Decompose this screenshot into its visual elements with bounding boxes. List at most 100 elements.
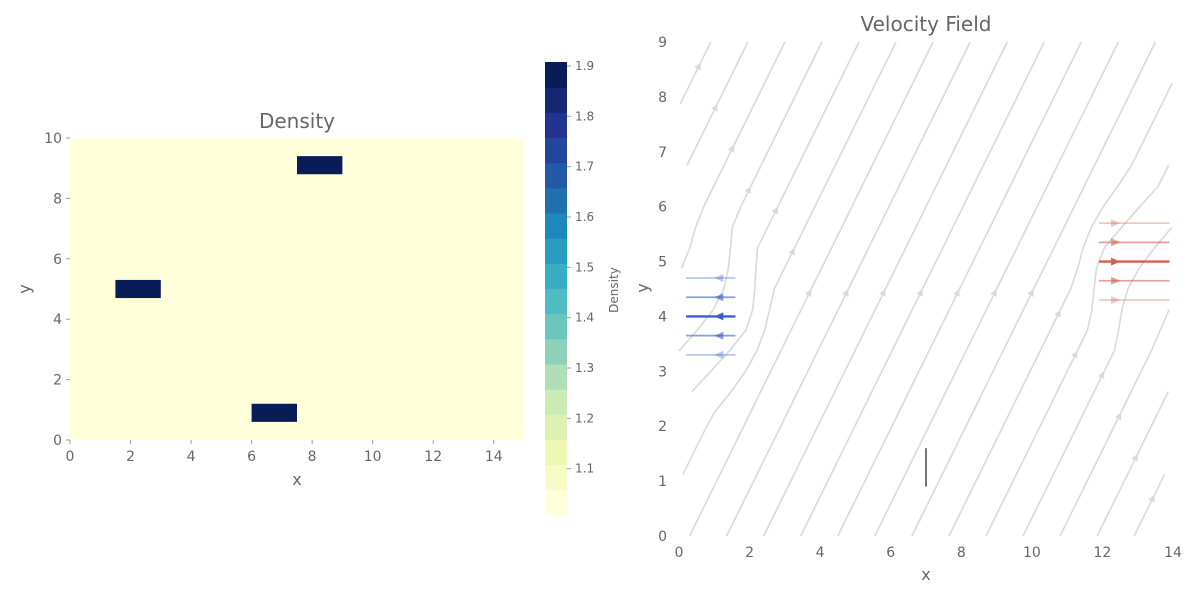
colorbar-band	[545, 213, 567, 239]
velocity-yticks: 0 1 2 3 4 5 6 7 8 9	[658, 35, 667, 545]
background-stream-arrow	[1027, 289, 1034, 297]
colorbar-band	[545, 489, 567, 516]
background-streamline	[682, 41, 897, 475]
colorbar-band	[545, 464, 567, 491]
density-block-3	[297, 156, 343, 175]
colorbar-band	[545, 187, 567, 214]
velocity-ytick-label: 9	[658, 35, 667, 51]
velocity-ytick-label: 2	[658, 419, 667, 435]
background-stream-arrow	[1148, 494, 1155, 503]
background-streamline	[799, 41, 1045, 537]
jet-right-arrow	[1111, 276, 1121, 285]
background-streamline	[762, 41, 1008, 537]
background-stream-arrow	[711, 103, 718, 112]
colorbar-bands	[545, 62, 567, 516]
colorbar-band	[545, 263, 567, 289]
background-streamline	[678, 41, 823, 352]
velocity-title: Velocity Field	[861, 12, 992, 36]
density-xticks: 0 2 4 6 8 10 12 14	[66, 440, 503, 465]
velocity-xtick-label: 0	[675, 545, 684, 561]
background-stream-arrow	[788, 247, 795, 256]
colorbar-band	[545, 288, 567, 315]
colorbar-tick-label: 1.9	[575, 59, 594, 73]
colorbar-label: Density	[607, 267, 621, 313]
density-xlabel: x	[292, 470, 301, 489]
colorbar-band	[545, 364, 567, 390]
density-xtick-label: 12	[424, 449, 442, 465]
background-stream-arrow	[1071, 350, 1078, 359]
jet-right-arrow	[1111, 257, 1121, 266]
jet-right-arrow	[1111, 238, 1121, 247]
background-stream-arrow	[916, 289, 923, 297]
velocity-xtick-label: 10	[1023, 545, 1041, 561]
colorbar-band	[545, 112, 567, 138]
velocity-ytick-label: 0	[658, 529, 667, 545]
background-stream-arrow	[727, 144, 735, 153]
jet-left-arrow	[714, 312, 724, 321]
density-ytick-label: 2	[53, 373, 62, 389]
density-block-1	[115, 279, 161, 299]
background-stream-arrow	[1114, 412, 1122, 421]
background-streamline	[1022, 226, 1173, 537]
density-ytick-label: 0	[53, 433, 62, 449]
velocity-ytick-label: 6	[658, 200, 667, 216]
density-ytick-label: 8	[53, 191, 62, 207]
background-streamline	[837, 41, 1083, 537]
background-streamline	[1133, 473, 1166, 537]
background-streamline	[725, 41, 971, 537]
background-stream-arrow	[879, 289, 886, 297]
background-stream-arrow	[805, 289, 812, 297]
velocity-xticks: 0 2 4 6 8 10 12 14	[675, 545, 1182, 561]
background-stream-arrow	[1097, 371, 1105, 380]
colorbar-tick-label: 1.1	[575, 462, 594, 476]
density-block-2	[251, 403, 297, 422]
density-ytick-label: 4	[53, 312, 62, 328]
density-colorbar: 1.1 1.2 1.3 1.4 1.5 1.6 1.7 1.8 1.9 Density	[545, 59, 621, 516]
density-blocks	[115, 156, 343, 422]
background-streamline	[686, 41, 749, 166]
density-xtick-label: 6	[247, 449, 256, 465]
density-xtick-label: 14	[485, 449, 503, 465]
colorbar-band	[545, 62, 567, 88]
density-title: Density	[259, 109, 335, 133]
velocity-ytick-label: 7	[658, 145, 667, 161]
colorbar-band	[545, 439, 567, 466]
colorbar-band	[545, 238, 567, 264]
jet-left-arrow	[714, 274, 724, 282]
background-streamline	[1096, 391, 1169, 537]
background-stream-arrow	[744, 186, 751, 194]
colorbar-tick-label: 1.8	[575, 109, 594, 123]
density-xtick-label: 2	[126, 449, 135, 465]
jet-right-arrow	[1111, 219, 1121, 228]
colorbar-tick-label: 1.2	[575, 411, 594, 425]
background-streamline	[948, 82, 1173, 537]
velocity-xtick-label: 2	[745, 545, 754, 561]
jet-left-arrow	[714, 331, 724, 340]
density-xtick-label: 8	[308, 449, 317, 465]
colorbar-tick-label: 1.3	[575, 361, 594, 375]
velocity-xtick-label: 8	[957, 545, 966, 561]
colorbar-band	[545, 313, 567, 340]
density-xtick-label: 4	[187, 449, 196, 465]
background-stream-arrow	[953, 289, 960, 297]
background-stream-arrow	[1131, 453, 1138, 462]
colorbar-tick-label: 1.6	[575, 210, 594, 224]
background-stream-arrow	[771, 206, 778, 215]
velocity-ytick-label: 3	[658, 364, 667, 380]
stream-background	[678, 41, 1173, 537]
colorbar-band	[545, 389, 567, 415]
colorbar-band	[545, 87, 567, 113]
velocity-xtick-label: 4	[816, 545, 825, 561]
colorbar-tick-label: 1.7	[575, 160, 594, 174]
velocity-xlabel: x	[921, 565, 930, 584]
stream-jets	[686, 219, 1170, 487]
background-streamline	[1059, 309, 1170, 537]
velocity-ytick-label: 1	[658, 474, 667, 490]
density-yticks: 0 2 4 6 8 10	[44, 131, 70, 449]
background-streamline	[874, 41, 1120, 537]
background-stream-arrow	[1054, 309, 1061, 318]
background-stream-arrow	[842, 289, 849, 297]
density-ytick-label: 6	[53, 252, 62, 268]
velocity-ytick-label: 8	[658, 90, 667, 106]
